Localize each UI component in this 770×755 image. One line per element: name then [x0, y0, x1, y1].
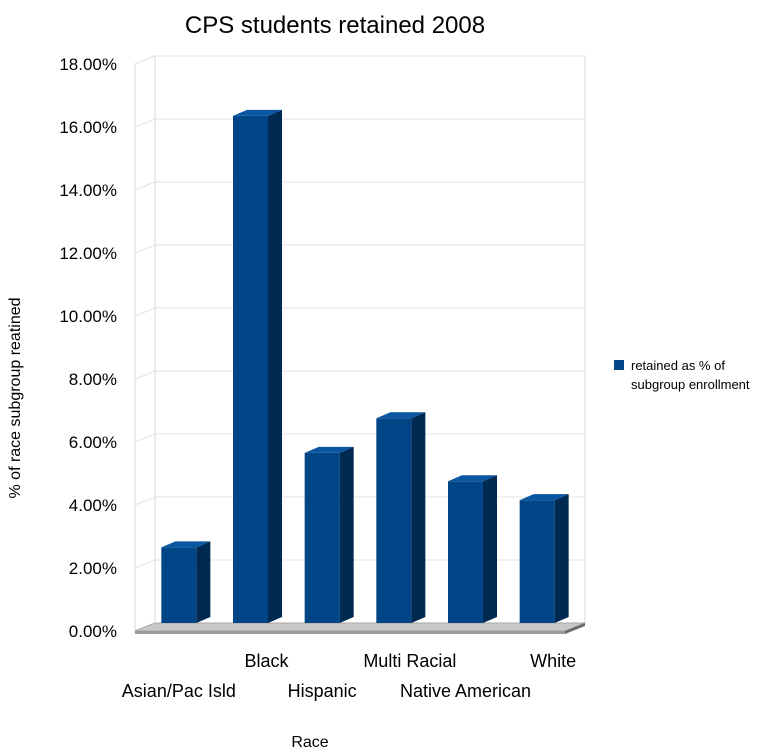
floor [134, 622, 586, 632]
gridline-side [134, 370, 156, 380]
back-wall [154, 55, 586, 624]
bar-front [376, 418, 412, 623]
chart-title: CPS students retained 2008 [185, 12, 485, 39]
y-tick-label: 18.00% [59, 55, 117, 74]
bar [304, 446, 354, 623]
bar-side [339, 446, 354, 623]
bar-front [161, 547, 197, 623]
gridline-side [134, 307, 156, 317]
legend-label-line1: retained as % of [631, 358, 725, 373]
y-tick-label: 4.00% [69, 496, 117, 515]
y-tick-label: 0.00% [69, 622, 117, 641]
bar-side [554, 494, 569, 623]
x-tick-label: Multi Racial [363, 651, 456, 671]
floor-side [565, 623, 585, 634]
bar-side [268, 109, 282, 624]
x-tick-label: White [530, 651, 576, 671]
bars [161, 109, 569, 624]
bar-top [304, 446, 354, 453]
legend: retained as % of subgroup enrollment [614, 358, 750, 392]
bar [448, 475, 497, 623]
bar [233, 109, 282, 624]
bar-top [233, 109, 282, 116]
bar-side [411, 412, 426, 623]
y-axis-label: % of race subgroup reatined [7, 297, 24, 498]
gridline-side [134, 496, 156, 506]
floor-edge [135, 631, 565, 634]
x-tick-label: Hispanic [288, 681, 357, 701]
x-axis-label: Race [291, 734, 328, 750]
gridline-side [134, 559, 156, 569]
bar [161, 541, 211, 623]
y-tick-label: 14.00% [59, 181, 117, 200]
y-tick-label: 16.00% [59, 118, 117, 137]
x-tick-label: Asian/Pac Isld [122, 681, 236, 701]
legend-swatch [614, 360, 624, 370]
bar [519, 494, 569, 623]
y-tick-label: 6.00% [69, 433, 117, 452]
y-tick-label: 10.00% [59, 307, 117, 326]
x-tick-label: Black [244, 651, 289, 671]
bar-front [233, 115, 268, 623]
bar-front [519, 500, 555, 623]
x-tick-labels: Asian/Pac Isld Black Hispanic Multi Racial N… [122, 651, 576, 701]
bar [376, 412, 426, 623]
gridline-side [134, 433, 156, 443]
bar-front [448, 481, 483, 623]
y-tick-label: 12.00% [59, 244, 117, 263]
y-tick-label: 8.00% [69, 370, 117, 389]
plot-area [134, 55, 586, 634]
legend-label-line2: subgroup enrollment [631, 377, 750, 392]
gridline-side [134, 181, 156, 191]
bar-side [196, 541, 211, 623]
y-tick-labels: 0.00% 2.00% 4.00% 6.00% 8.00% 10.00% 12.00% 14.… [59, 55, 117, 641]
bar-top [519, 494, 569, 501]
gridline-side [134, 118, 156, 128]
bar-top [448, 475, 497, 482]
y-tick-label: 2.00% [69, 559, 117, 578]
gridline-side [134, 244, 156, 254]
gridline-side [134, 55, 156, 65]
bar-front [304, 452, 340, 623]
bar-side [483, 475, 497, 623]
bar-top [376, 412, 426, 419]
bar-top [161, 541, 211, 548]
x-tick-label: Native American [400, 681, 531, 701]
left-wall [134, 55, 156, 632]
